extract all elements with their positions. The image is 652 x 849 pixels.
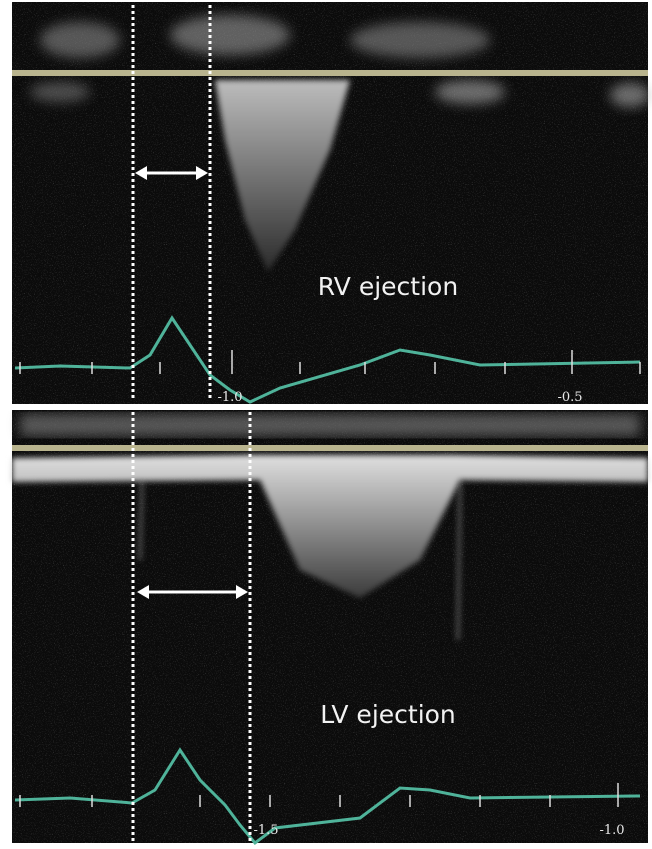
- lv-panel: LV ejection -1.5 -1.0: [12, 410, 648, 846]
- axis-label: -1.0: [599, 823, 624, 838]
- axis-label: -1.0: [217, 390, 242, 405]
- axis-label: -0.5: [557, 390, 582, 405]
- panel-label: LV ejection: [320, 700, 456, 729]
- axis-label: -1.5: [253, 823, 278, 838]
- panel-label: RV ejection: [318, 272, 458, 301]
- rv-panel: RV ejection -1.0 -0.5: [12, 2, 650, 405]
